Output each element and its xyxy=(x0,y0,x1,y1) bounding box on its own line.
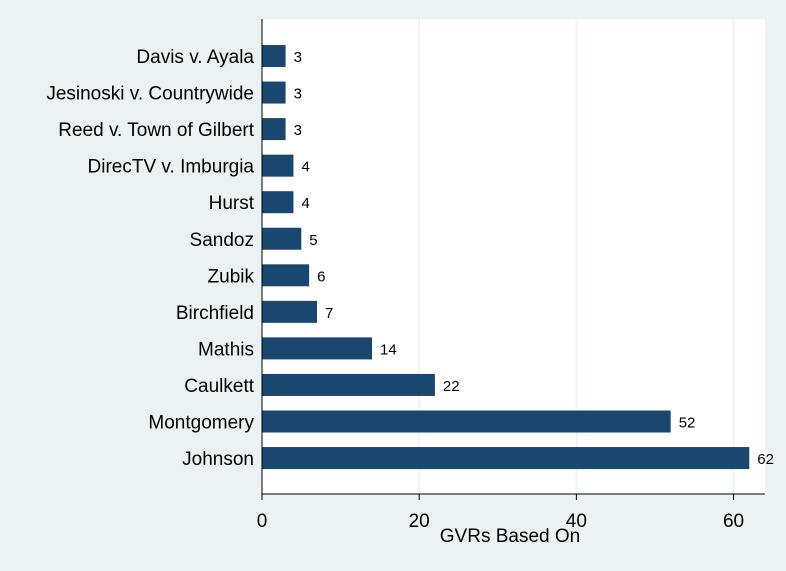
x-tick-label: 20 xyxy=(409,511,430,532)
bar xyxy=(262,264,310,287)
bar xyxy=(262,118,286,141)
value-label: 14 xyxy=(380,341,397,358)
value-label: 3 xyxy=(294,86,302,103)
bar xyxy=(262,410,671,433)
x-tick-label: 40 xyxy=(566,511,587,532)
bar xyxy=(262,154,294,177)
x-tick-label: 60 xyxy=(723,511,744,532)
value-labels: 3 3 3 4 4 5 6 7 14 22 52 62 xyxy=(294,49,774,468)
bar xyxy=(262,45,286,67)
value-label: 3 xyxy=(294,122,302,139)
category-label: Hurst xyxy=(209,193,255,214)
bar xyxy=(262,373,435,396)
value-label: 5 xyxy=(309,232,317,249)
category-label: Caulkett xyxy=(184,376,254,397)
x-tick-label: 0 xyxy=(257,511,268,532)
category-label: Sandoz xyxy=(190,230,254,251)
value-label: 4 xyxy=(301,195,309,212)
bar xyxy=(262,227,302,250)
category-label: Mathis xyxy=(198,339,254,360)
bar xyxy=(262,81,286,104)
bar xyxy=(262,191,294,214)
value-label: 62 xyxy=(757,451,774,468)
value-label: 22 xyxy=(443,378,460,395)
value-label: 6 xyxy=(317,268,325,285)
category-label: Davis v. Ayala xyxy=(136,47,254,68)
x-axis-title: GVRs Based On xyxy=(440,526,580,547)
value-label: 3 xyxy=(294,49,302,66)
category-labels: Davis v. Ayala Jesinoski v. Countrywide Re… xyxy=(46,47,254,470)
value-label: 52 xyxy=(679,415,696,432)
bars xyxy=(262,45,750,470)
category-label: Jesinoski v. Countrywide xyxy=(46,84,254,105)
category-label: DirecTV v. Imburgia xyxy=(88,157,255,178)
category-label: Montgomery xyxy=(148,413,254,434)
bar xyxy=(262,337,373,360)
category-label: Birchfield xyxy=(176,303,254,324)
bar xyxy=(262,300,318,323)
value-label: 4 xyxy=(301,159,309,176)
category-label: Reed v. Town of Gilbert xyxy=(58,120,254,141)
category-label: Johnson xyxy=(182,449,254,470)
category-label: Zubik xyxy=(208,266,255,287)
x-axis-ticks: 0 20 40 60 xyxy=(257,494,744,532)
bar xyxy=(262,447,750,470)
value-label: 7 xyxy=(325,305,333,322)
